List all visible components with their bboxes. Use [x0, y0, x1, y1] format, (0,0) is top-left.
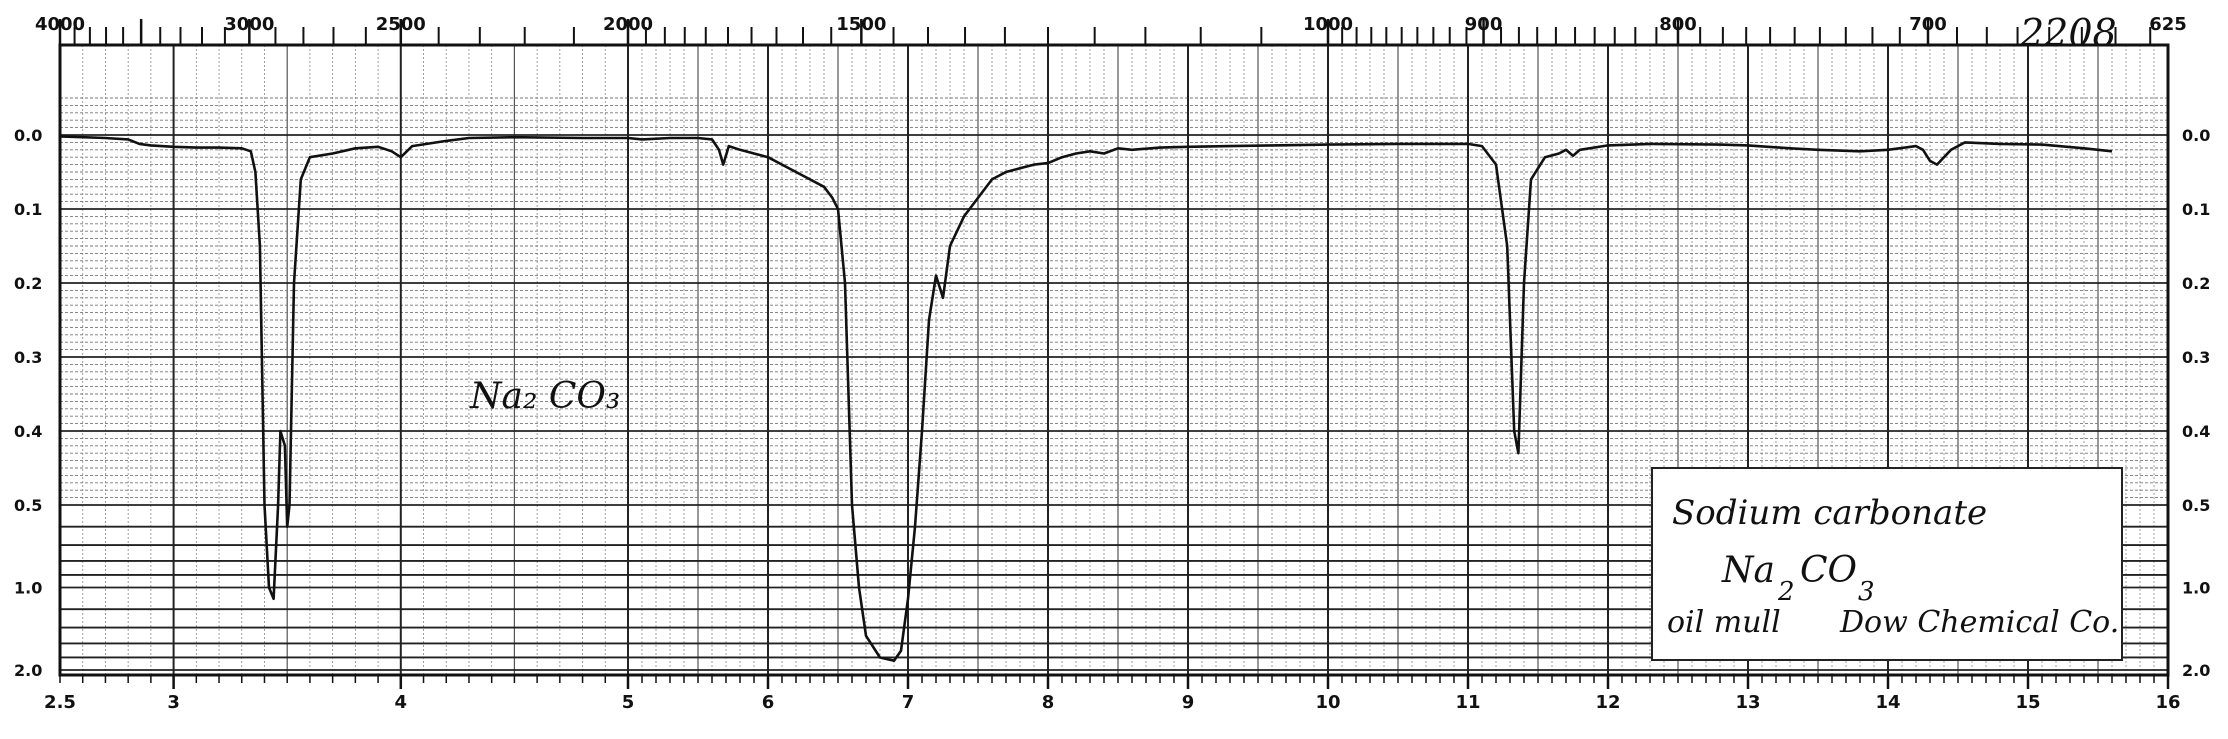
bottom-tick-label: 16 [2155, 692, 2180, 713]
right-tick-label: 2.0 [2182, 661, 2210, 680]
right-tick-label: 0.4 [2182, 422, 2210, 441]
bottom-tick-label: 13 [1735, 692, 1760, 713]
sample-note: Na₂ CO₃ [469, 376, 620, 417]
formula-na: Na [1721, 550, 1775, 591]
right-tick-label: 0.0 [2182, 126, 2210, 145]
left-absorbance-scale: 0.0 0.1 0.2 0.3 0.4 0.5 1.0 2.0 [14, 126, 42, 680]
label-box: Sodium carbonate Na 2 CO 3 oil mull Dow … [1651, 467, 2123, 661]
left-tick-label: 0.0 [14, 126, 42, 145]
sample-method: oil mull [1667, 605, 1781, 640]
top-tick-label: 700 [1909, 14, 1947, 35]
bottom-tick-label: 5 [622, 692, 635, 713]
bottom-tick-label: 9 [1182, 692, 1195, 713]
top-tick-label: 1500 [836, 14, 886, 35]
bottom-tick-label: 6 [762, 692, 775, 713]
top-tick-label: 800 [1659, 14, 1697, 35]
bottom-tick-label: 15 [2015, 692, 2040, 713]
spectrum-line [59, 135, 2113, 662]
top-wavenumber-scale: 4000 3000 2500 2000 1500 1000 900 800 700 625 [35, 14, 2187, 45]
compound-name: Sodium carbonate [1672, 493, 1987, 533]
top-tick-label: 4000 [35, 14, 85, 35]
frame-border [58, 43, 2170, 677]
bottom-tick-label: 3 [167, 692, 180, 713]
bottom-tick-label: 7 [902, 692, 915, 713]
bottom-wavelength-scale: 2.5 3 4 5 6 7 8 9 10 11 12 13 14 15 16 [44, 675, 2181, 713]
bottom-tick-label: 14 [1875, 692, 1900, 713]
bottom-tick-label: 4 [395, 692, 408, 713]
formula-sub-3: 3 [1858, 577, 1875, 607]
bottom-tick-label: 12 [1595, 692, 1620, 713]
spectrum-series [59, 135, 2113, 662]
top-tick-label: 625 [2149, 14, 2187, 35]
bottom-tick-label: 8 [1042, 692, 1055, 713]
top-tick-label: 1000 [1303, 14, 1353, 35]
plot-frame [58, 43, 2170, 677]
left-tick-label: 0.5 [14, 496, 42, 515]
right-tick-label: 0.3 [2182, 348, 2210, 367]
left-tick-label: 0.4 [14, 422, 42, 441]
right-absorbance-scale: 0.0 0.1 0.2 0.3 0.4 0.5 1.0 2.0 [2182, 126, 2210, 680]
formula-co: CO [1800, 550, 1857, 591]
right-tick-label: 1.0 [2182, 579, 2210, 598]
left-tick-label: 0.1 [14, 200, 42, 219]
top-tick-label: 2500 [376, 14, 426, 35]
spectrum-number: 2208 [2019, 11, 2117, 55]
bottom-tick-label: 10 [1315, 692, 1340, 713]
right-tick-label: 0.2 [2182, 274, 2210, 293]
sample-source: Dow Chemical Co. [1839, 605, 2119, 640]
left-tick-label: 0.2 [14, 274, 42, 293]
top-tick-label: 3000 [224, 14, 274, 35]
right-tick-label: 0.1 [2182, 200, 2210, 219]
left-tick-label: 1.0 [14, 579, 42, 598]
left-tick-label: 0.3 [14, 348, 42, 367]
label-box-frame [1651, 467, 2123, 661]
formula-sub-2: 2 [1777, 577, 1795, 607]
bottom-tick-label: 2.5 [44, 692, 76, 713]
top-tick-label: 900 [1465, 14, 1503, 35]
right-tick-label: 0.5 [2182, 496, 2210, 515]
bottom-tick-label: 11 [1455, 692, 1480, 713]
top-tick-label: 2000 [603, 14, 653, 35]
left-tick-label: 2.0 [14, 661, 42, 680]
